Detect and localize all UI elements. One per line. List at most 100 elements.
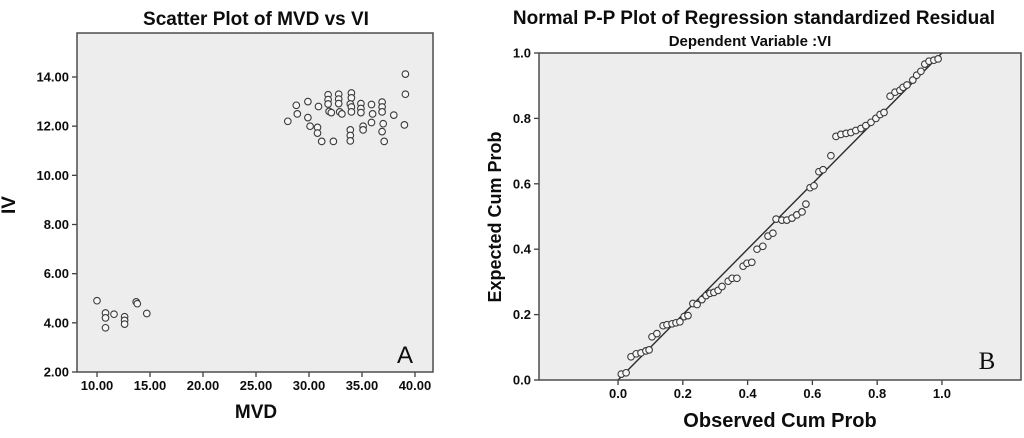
data-point xyxy=(367,118,376,127)
x-tick-label: 20.00 xyxy=(187,378,220,393)
panel-b-plot-area: 0.0 0.2 0.4 0.6 0.8 1.0 0.0 0.2 0.4 0.6 0.8 1.0 xyxy=(513,46,1022,401)
data-point xyxy=(400,121,409,129)
y-tick-label: 10.00 xyxy=(36,168,69,183)
data-point xyxy=(346,137,355,145)
y-tick-label: 1.0 xyxy=(513,46,531,61)
data-point xyxy=(934,55,942,63)
data-point xyxy=(733,274,741,283)
data-point xyxy=(313,129,322,137)
data-point xyxy=(324,100,332,108)
data-point xyxy=(304,97,312,106)
panel-b-corner-label: B xyxy=(979,348,996,375)
data-point xyxy=(314,102,323,111)
data-point xyxy=(327,108,336,117)
data-point xyxy=(379,119,388,128)
y-tick-label: 8.00 xyxy=(44,217,69,232)
x-tick-label: 0.0 xyxy=(609,386,627,401)
data-point xyxy=(292,101,301,110)
y-tick-label: 2.00 xyxy=(44,365,69,380)
panel-a-title: Scatter Plot of MVD vs VI xyxy=(143,9,369,30)
data-point xyxy=(378,108,386,116)
x-tick-label: 15.00 xyxy=(134,378,167,393)
panel-a-x-axis-label: MVD xyxy=(235,402,277,423)
data-point xyxy=(380,137,389,146)
x-tick-label: 0.4 xyxy=(739,386,758,401)
data-point xyxy=(622,368,630,377)
data-point xyxy=(142,309,151,318)
data-point xyxy=(338,110,346,118)
data-point xyxy=(368,110,377,118)
data-point xyxy=(802,200,810,208)
data-point xyxy=(867,118,875,127)
x-tick-label: 10.00 xyxy=(81,378,114,393)
data-point xyxy=(827,151,835,160)
data-point xyxy=(293,110,302,118)
panel-b-title: Normal P-P Plot of Regression standardiz… xyxy=(513,8,995,29)
x-tick-label: 35.00 xyxy=(346,378,379,393)
data-point xyxy=(93,296,101,305)
panel-b-subtitle: Dependent Variable :VI xyxy=(669,33,832,50)
data-point xyxy=(283,117,292,126)
data-point xyxy=(903,81,911,89)
data-point xyxy=(347,94,356,102)
data-point xyxy=(676,317,684,326)
y-tick-label: 14.00 xyxy=(36,70,69,85)
data-point xyxy=(306,122,314,131)
x-tick-label: 30.00 xyxy=(293,378,326,393)
data-point xyxy=(304,113,312,122)
data-point xyxy=(798,208,806,216)
data-point xyxy=(389,111,398,119)
data-point xyxy=(693,300,701,309)
data-point xyxy=(810,181,818,190)
data-point xyxy=(758,242,767,251)
data-point xyxy=(718,282,726,291)
plot-frame xyxy=(76,32,434,373)
x-tick-label: 25.00 xyxy=(240,378,273,393)
data-point xyxy=(334,99,343,108)
data-point xyxy=(401,70,410,78)
data-point xyxy=(819,165,827,174)
x-tick-label: 1.0 xyxy=(933,386,951,401)
panel-a-corner-label: A xyxy=(397,342,413,369)
data-point xyxy=(653,329,661,338)
panel-a-y-axis-label: IV xyxy=(0,196,20,214)
data-point xyxy=(359,126,367,134)
plot-background xyxy=(77,33,433,372)
y-tick-label: 6.00 xyxy=(44,266,69,281)
data-point xyxy=(880,108,888,117)
data-point xyxy=(329,137,338,146)
panel-b-x-axis-label: Observed Cum Prob xyxy=(683,410,876,432)
y-tick-label: 0.8 xyxy=(513,111,531,126)
x-tick-label: 40.00 xyxy=(399,378,432,393)
data-point xyxy=(133,299,142,308)
data-point xyxy=(886,92,894,101)
y-tick-label: 0.0 xyxy=(513,373,531,388)
y-tick-label: 0.6 xyxy=(513,176,531,191)
y-tick-label: 0.4 xyxy=(513,242,532,257)
data-point xyxy=(110,310,118,319)
data-point xyxy=(101,314,110,322)
panel-b-y-axis-label: Expected Cum Prob xyxy=(485,131,505,302)
x-tick-label: 0.2 xyxy=(674,386,692,401)
data-point xyxy=(908,76,917,84)
data-point xyxy=(378,127,386,136)
data-point xyxy=(101,323,110,332)
x-tick-label: 0.8 xyxy=(868,386,886,401)
data-point xyxy=(120,320,129,328)
panel-a-plot-area: 10.00 15.00 20.00 25.00 30.00 35.00 40.00 2.00 4… xyxy=(36,32,434,393)
y-tick-label: 12.00 xyxy=(36,119,69,134)
data-point xyxy=(347,108,356,116)
data-point xyxy=(747,258,756,267)
x-tick-label: 0.6 xyxy=(803,386,821,401)
data-point xyxy=(317,137,326,146)
data-point xyxy=(645,346,653,354)
data-point xyxy=(684,311,692,320)
plot-frame xyxy=(538,52,1022,381)
data-point xyxy=(769,229,777,238)
y-tick-label: 4.00 xyxy=(44,315,69,330)
data-point xyxy=(401,90,410,99)
data-point xyxy=(357,108,365,117)
data-point xyxy=(367,100,376,109)
